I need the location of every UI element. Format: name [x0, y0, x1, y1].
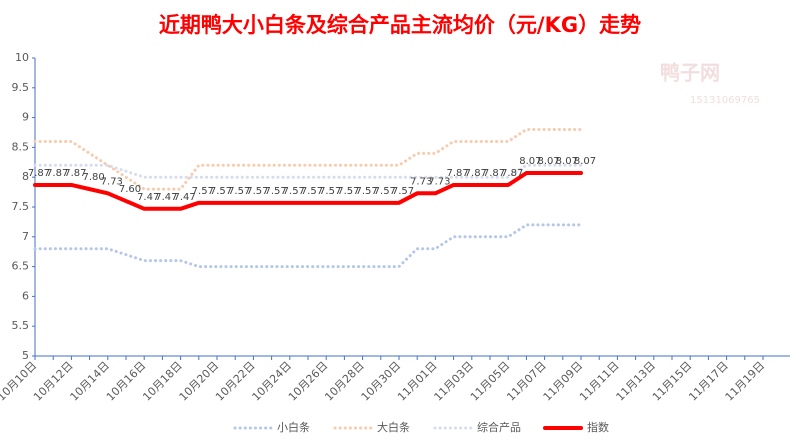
data-label: 7.73 — [101, 176, 123, 187]
data-label: 7.57 — [355, 186, 377, 197]
data-label: 7.57 — [337, 186, 359, 197]
data-label: 7.57 — [228, 186, 250, 197]
data-label: 7.87 — [64, 168, 86, 179]
legend-label: 指数 — [587, 420, 609, 434]
y-tick-label: 8 — [22, 170, 29, 183]
y-tick-label: 6.5 — [12, 260, 30, 273]
legend-label: 小白条 — [277, 420, 310, 434]
chart-title: 近期鸭大小白条及综合产品主流均价（元/KG）走势 — [159, 13, 641, 37]
data-label: 8.07 — [519, 156, 541, 167]
legend-label: 大白条 — [377, 420, 410, 434]
data-label: 7.87 — [501, 168, 523, 179]
y-tick-label: 9.5 — [12, 81, 30, 94]
data-label: 7.47 — [137, 192, 159, 203]
series-line — [33, 171, 583, 211]
y-tick-label: 9 — [22, 111, 29, 124]
data-label: 7.80 — [82, 172, 104, 183]
data-label: 7.87 — [46, 168, 68, 179]
y-tick-label: 7 — [22, 230, 29, 243]
data-label: 7.57 — [264, 186, 286, 197]
series-line — [33, 163, 583, 179]
data-label: 7.57 — [210, 186, 232, 197]
data-label: 8.07 — [537, 156, 559, 167]
y-tick-label: 6 — [22, 289, 29, 302]
data-label: 7.60 — [119, 184, 141, 195]
y-tick-label: 7.5 — [12, 200, 30, 213]
data-label: 7.47 — [173, 192, 195, 203]
series-line — [33, 223, 583, 269]
series-line — [33, 128, 583, 191]
data-label: 8.07 — [556, 156, 578, 167]
y-tick-label: 10 — [15, 51, 29, 64]
legend-label: 综合产品 — [477, 420, 521, 434]
watermark: 鸭子网 — [660, 61, 720, 85]
data-label: 7.73 — [428, 176, 450, 187]
data-label: 7.57 — [319, 186, 341, 197]
data-label: 7.87 — [483, 168, 505, 179]
data-label: 7.57 — [301, 186, 323, 197]
data-label: 7.57 — [246, 186, 268, 197]
data-label: 7.57 — [192, 186, 214, 197]
y-tick-label: 5 — [22, 349, 29, 362]
y-tick-label: 8.5 — [12, 140, 30, 153]
data-label: 7.87 — [446, 168, 468, 179]
data-label: 7.73 — [410, 176, 432, 187]
data-label: 7.47 — [155, 192, 177, 203]
data-label: 7.57 — [392, 186, 414, 197]
data-label: 8.07 — [574, 156, 596, 167]
data-label: 7.57 — [283, 186, 305, 197]
data-label: 7.87 — [28, 168, 50, 179]
data-label: 7.57 — [374, 186, 396, 197]
watermark: 15131069765 — [690, 95, 760, 106]
y-tick-label: 5.5 — [12, 319, 30, 332]
data-label: 7.87 — [465, 168, 487, 179]
